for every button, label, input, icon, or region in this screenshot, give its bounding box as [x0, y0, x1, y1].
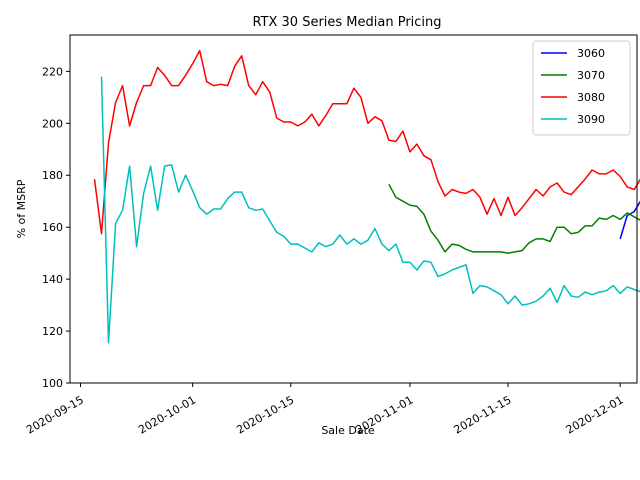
y-tick-label: 180	[42, 169, 63, 182]
chart-title: RTX 30 Series Median Pricing	[252, 15, 441, 30]
legend-label-3060: 3060	[577, 47, 605, 60]
x-axis-label: Sale Date	[321, 424, 375, 437]
legend-label-3080: 3080	[577, 91, 605, 104]
y-axis: 100 120 140 160 180 200 220	[42, 65, 70, 390]
y-tick-label: 100	[42, 377, 63, 390]
y-tick-label: 200	[42, 117, 63, 130]
legend-label-3070: 3070	[577, 69, 605, 82]
y-tick-label: 160	[42, 221, 63, 234]
legend: 3060 3070 3080 3090	[532, 40, 631, 136]
series-line-3080	[93, 49, 640, 235]
y-tick-label: 140	[42, 273, 63, 286]
plot-frame	[69, 34, 638, 384]
plot-lines	[93, 49, 640, 344]
legend-label-3090: 3090	[577, 113, 605, 126]
legend-box	[532, 40, 631, 136]
series-line-3060	[619, 200, 640, 240]
series-line-3090	[100, 76, 640, 344]
y-axis-label: % of MSRP	[15, 179, 28, 238]
series-line-3070	[388, 183, 640, 254]
y-tick-label: 220	[42, 65, 63, 78]
y-tick-label: 120	[42, 325, 63, 338]
